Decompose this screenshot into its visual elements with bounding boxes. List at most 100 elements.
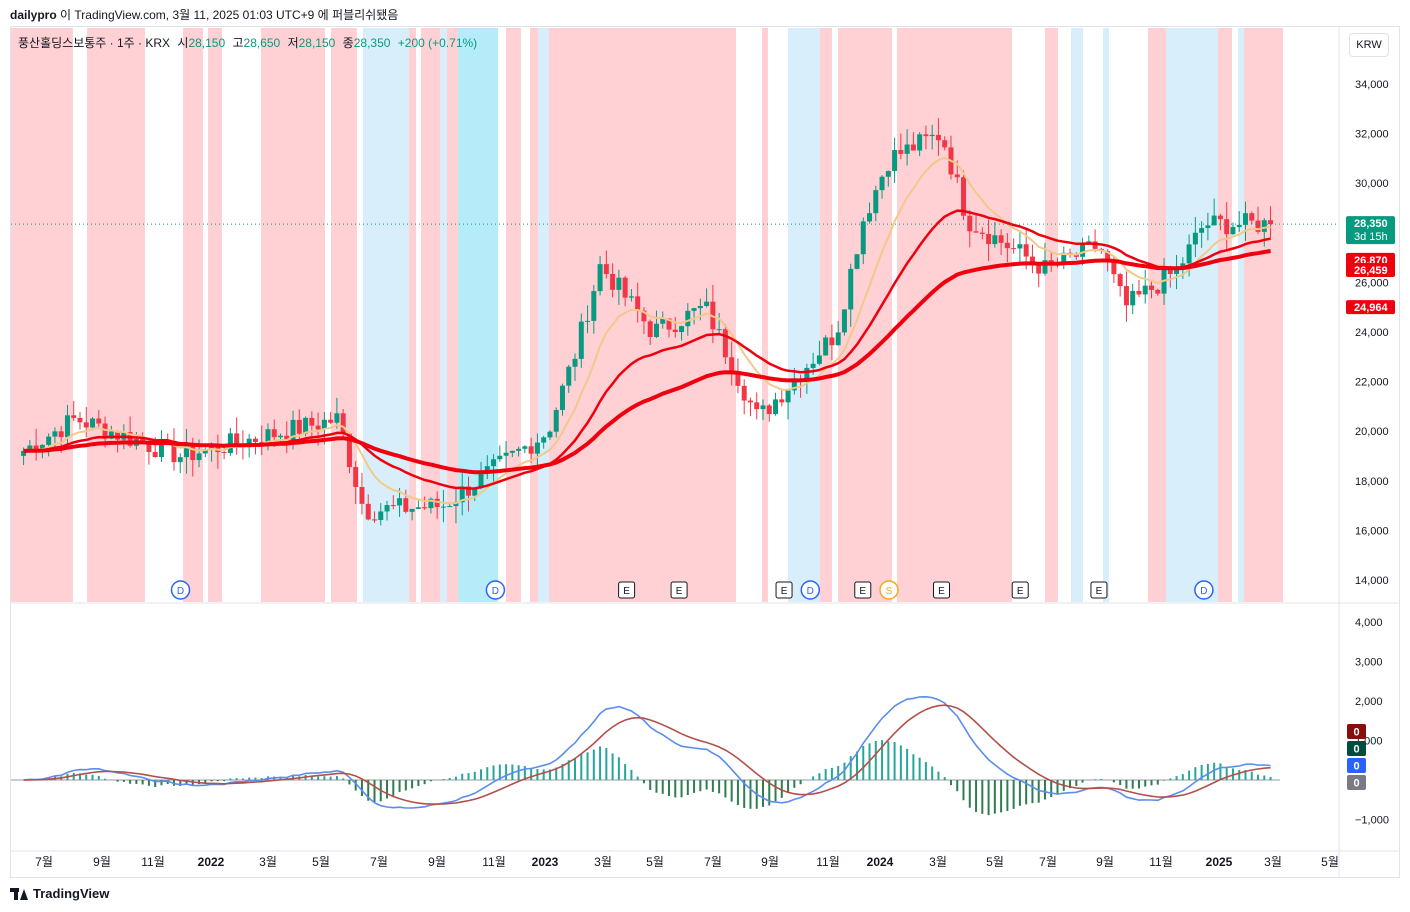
time-tick-label: 2022 — [198, 855, 225, 869]
candle-body — [215, 444, 221, 453]
candle-body — [1249, 213, 1255, 221]
candle-body — [246, 438, 252, 448]
candle-body — [754, 402, 760, 410]
earnings-marker — [1011, 581, 1029, 599]
candle-body — [722, 329, 728, 358]
candle-body — [340, 413, 346, 434]
candle-body — [541, 437, 547, 443]
earnings-marker — [1090, 581, 1108, 599]
event-marker-label: D — [492, 586, 499, 597]
candle-body — [21, 450, 27, 456]
tradingview-brand[interactable]: TradingView — [10, 886, 109, 901]
candle-body — [1205, 225, 1211, 229]
candle-body — [1061, 252, 1067, 265]
signal-line — [23, 704, 1271, 805]
candle-body — [954, 174, 960, 178]
split-marker — [879, 580, 899, 600]
candle-body — [691, 308, 697, 311]
price-label-subtext: 3d 15h — [1354, 231, 1388, 243]
currency-button[interactable]: KRW — [1349, 33, 1389, 57]
candle-body — [465, 486, 471, 496]
macd-tick-label: 4,000 — [1355, 617, 1383, 629]
candle-body — [428, 498, 434, 509]
candle-body — [271, 429, 277, 438]
price-label-text: 24,964 — [1354, 302, 1389, 314]
time-tick-label: 7월 — [370, 855, 388, 869]
candle-body — [791, 378, 797, 391]
dividend-marker — [1194, 580, 1214, 600]
macd-tick-label: 3,000 — [1355, 657, 1383, 669]
candle-body — [221, 452, 227, 454]
candle-body — [773, 399, 779, 415]
candle-body — [904, 144, 910, 154]
candle-body — [371, 519, 377, 521]
candle-body — [1236, 224, 1242, 228]
candle-body — [365, 503, 371, 520]
candle-body — [961, 177, 967, 216]
publish-header: dailypro 이 TradingView.com, 3월 11, 2025 … — [10, 6, 398, 23]
candle-body — [1105, 250, 1111, 262]
candle-body — [779, 399, 785, 403]
candle-body — [666, 318, 672, 330]
time-tick-label: 11월 — [1149, 855, 1173, 869]
symbol-name[interactable]: 풍산홀딩스보통주 · 1주 · KRX — [18, 36, 171, 50]
candle-body — [1073, 254, 1079, 257]
candle-body — [653, 323, 659, 337]
background-zone — [788, 28, 820, 602]
candle-body — [697, 305, 703, 309]
candle-body — [998, 235, 1004, 243]
candle-body — [102, 423, 108, 439]
candle-body — [252, 438, 258, 443]
candle-body — [641, 310, 647, 322]
candle-body — [472, 488, 478, 496]
candle-body — [115, 431, 121, 440]
time-tick-label: 5월 — [312, 855, 330, 869]
candle-body — [296, 419, 302, 434]
candle-body — [27, 445, 33, 451]
candle-body — [234, 433, 240, 444]
macd-value-box — [1347, 724, 1366, 739]
candle-body — [484, 466, 490, 473]
background-zone — [458, 28, 498, 602]
candle-body — [46, 436, 52, 445]
candle-body — [910, 144, 916, 151]
macd-tick-label: 2,000 — [1355, 696, 1383, 708]
candle-body — [829, 337, 835, 346]
event-marker-label: D — [177, 586, 184, 597]
background-zone — [838, 28, 892, 602]
candle-body — [1123, 286, 1129, 306]
candle-body — [841, 309, 847, 333]
author-name[interactable]: dailypro — [10, 8, 57, 22]
candle-body — [1004, 242, 1010, 249]
candle-body — [1130, 290, 1136, 306]
candle-body — [384, 505, 390, 512]
candle-body — [628, 296, 634, 298]
candle-body — [766, 405, 772, 415]
candle-body — [760, 405, 766, 410]
time-tick-label: 3월 — [259, 855, 277, 869]
candle-body — [854, 254, 860, 269]
candle-body — [979, 232, 985, 234]
candle-body — [879, 176, 885, 191]
candle-body — [1224, 219, 1230, 235]
candle-body — [108, 431, 114, 439]
price-label-text: 28,350 — [1354, 218, 1388, 230]
candle-body — [747, 400, 753, 403]
candle-body — [704, 301, 710, 306]
candle-body — [1211, 215, 1217, 226]
candle-body — [1017, 244, 1023, 249]
background-zone — [1103, 28, 1109, 602]
time-tick-label: 9월 — [428, 855, 446, 869]
background-zone — [530, 28, 538, 602]
price-tick-label: 24,000 — [1355, 327, 1389, 339]
symbol-legend: 풍산홀딩스보통주 · 1주 · KRX 시28,150 고28,650 저28,… — [18, 34, 477, 51]
candle-body — [52, 431, 58, 437]
time-tick-label: 9월 — [761, 855, 779, 869]
earnings-marker — [670, 581, 688, 599]
close-value: 28,350 — [353, 36, 391, 50]
candle-body — [572, 358, 578, 367]
candle-body — [1199, 228, 1205, 233]
candle-body — [1023, 244, 1029, 257]
event-marker-label: E — [1096, 586, 1103, 597]
